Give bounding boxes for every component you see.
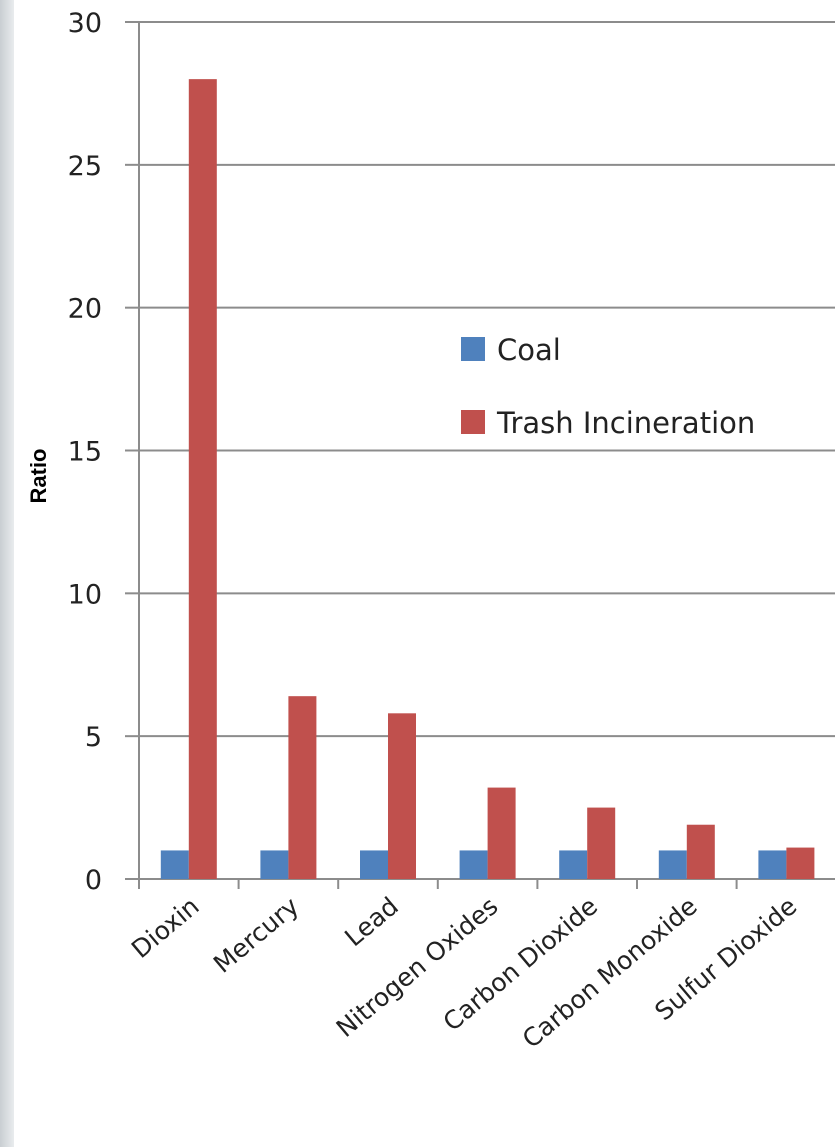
y-tick-label: 0 <box>85 865 102 896</box>
bar-coal-carbon-dioxide <box>559 850 588 879</box>
x-category-label: Lead <box>339 891 404 952</box>
legend-label-coal: Coal <box>497 333 561 367</box>
legend-swatch-trash-incineration <box>461 410 485 434</box>
y-tick-label: 10 <box>68 579 102 610</box>
bar-trash-incineration-carbon-monoxide <box>686 824 715 879</box>
axes <box>125 21 835 889</box>
bar-trash-incineration-lead <box>388 713 416 879</box>
x-category-label: Carbon Monoxide <box>517 891 703 1054</box>
bar-coal-nitrogen-oxides <box>459 850 488 879</box>
bar-coal-mercury <box>260 850 289 879</box>
y-tick-label: 30 <box>68 8 102 39</box>
bar-coal-sulfur-dioxide <box>758 850 787 879</box>
x-category-label: Nitrogen Oxides <box>331 891 504 1043</box>
bars <box>160 79 815 880</box>
left-border-strip <box>0 0 14 1147</box>
bar-coal-lead <box>360 850 388 879</box>
x-category-label: Mercury <box>208 891 304 978</box>
bar-trash-incineration-mercury <box>288 696 317 879</box>
y-axis-title: Ratio <box>26 449 51 504</box>
bar-coal-dioxin <box>160 850 189 879</box>
legend-label-trash-incineration: Trash Incineration <box>496 406 755 440</box>
bar-coal-carbon-monoxide <box>658 850 687 879</box>
y-tick-label: 5 <box>85 722 102 753</box>
legend: Coal Trash Incineration <box>461 333 755 440</box>
x-category-label: Dioxin <box>126 891 205 964</box>
bar-trash-incineration-carbon-dioxide <box>587 807 616 879</box>
gridlines <box>139 21 835 738</box>
y-tick-label: 20 <box>68 294 102 325</box>
y-tick-label: 15 <box>68 437 102 468</box>
bar-trash-incineration-dioxin <box>188 79 217 880</box>
bar-trash-incineration-sulfur-dioxide <box>786 847 815 879</box>
legend-swatch-coal <box>461 337 485 361</box>
bar-trash-incineration-nitrogen-oxides <box>487 787 516 879</box>
y-tick-label: 25 <box>68 151 102 182</box>
